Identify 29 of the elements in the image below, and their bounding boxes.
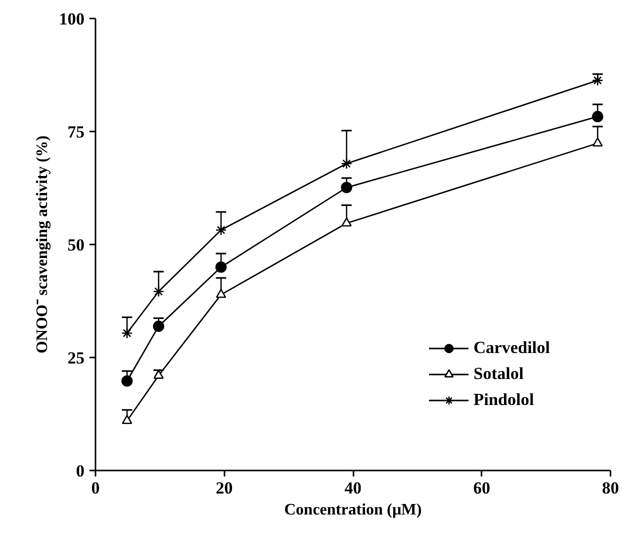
point [121, 375, 133, 387]
y-tick-label: 75 [68, 122, 84, 142]
point [122, 414, 132, 424]
point [216, 288, 226, 298]
legend-label: Carvedilol [474, 338, 550, 358]
point [215, 224, 227, 236]
point [152, 320, 164, 332]
point [215, 261, 227, 273]
x-axis-title: Concentration (μM) [284, 502, 422, 518]
y-tick-label: 50 [68, 236, 84, 254]
x-tick-label: 80 [602, 478, 619, 498]
point [153, 370, 164, 379]
legend-label: Pindolol [474, 390, 534, 410]
point [121, 327, 133, 339]
y-tick-label: 0 [76, 462, 84, 480]
y-axis-title: ONOO⁻ scavenging activity (%) [34, 136, 51, 354]
y-tick-label: 25 [68, 348, 84, 368]
x-tick-label: 0 [91, 478, 100, 498]
y-tick-label: 100 [59, 10, 84, 28]
point [592, 137, 603, 146]
point [341, 217, 352, 227]
point [340, 158, 352, 170]
x-tick-label: 40 [344, 478, 362, 498]
point [592, 110, 604, 122]
x-tick-label: 60 [473, 478, 490, 498]
legend-label: Sotalol [474, 364, 524, 384]
point [340, 182, 352, 194]
x-tick-label: 20 [216, 478, 233, 498]
point [152, 286, 164, 298]
